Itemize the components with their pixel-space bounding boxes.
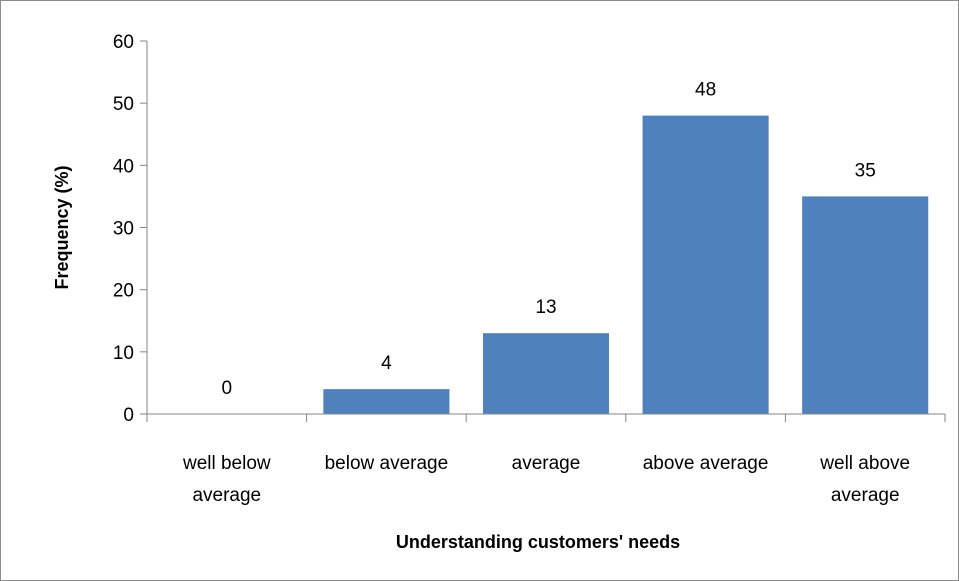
data-label: 13 (535, 297, 556, 318)
bar (482, 333, 610, 414)
x-axis-ticks (146, 414, 946, 422)
data-label: 0 (222, 378, 233, 399)
y-tick-label: 50 (113, 94, 134, 115)
category-label: average (512, 453, 581, 474)
bar (323, 389, 450, 414)
x-axis-title: Understanding customers' needs (396, 532, 680, 552)
bar (642, 115, 769, 414)
y-tick-label: 60 (113, 32, 134, 53)
category-label: well below average (182, 453, 271, 506)
y-tick-label: 40 (113, 156, 134, 177)
y-axis-ticks: 0 10 20 30 40 50 60 (113, 32, 147, 426)
data-labels: 0 4 13 48 35 (222, 80, 876, 399)
bars (323, 115, 929, 414)
y-axis-title: Frequency (%) (52, 165, 72, 289)
y-tick-label: 20 (113, 281, 134, 302)
y-tick-label: 0 (123, 405, 134, 426)
category-label: well above average (819, 453, 910, 506)
data-label: 35 (855, 160, 876, 181)
data-label: 48 (695, 80, 716, 101)
y-tick-label: 10 (113, 343, 134, 364)
category-labels: well below average below average average abo… (182, 453, 910, 506)
category-label: above average (643, 453, 769, 474)
data-label: 4 (381, 353, 392, 374)
category-label: below average (325, 453, 449, 474)
bar (802, 196, 929, 414)
y-tick-label: 30 (113, 219, 134, 240)
